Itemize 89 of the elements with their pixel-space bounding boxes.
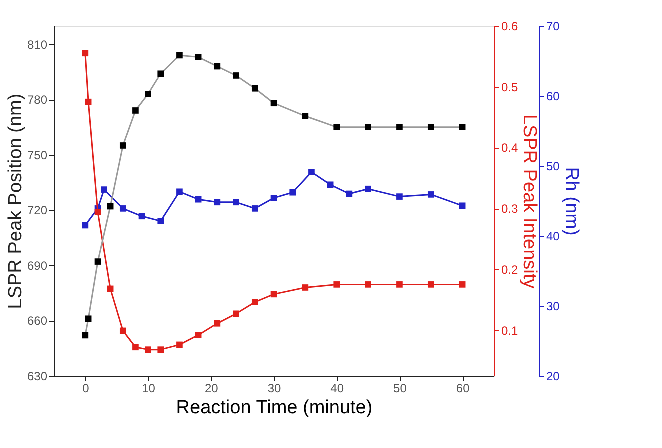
point (176, 188, 183, 196)
y3-tick-label: 40 (546, 230, 560, 244)
point (252, 206, 258, 212)
x-tick-label: 0 (82, 382, 90, 396)
y2-tick-label: 0.2 (502, 262, 519, 277)
point (252, 85, 258, 92)
point (459, 282, 466, 288)
x-tick-label: 10 (142, 382, 156, 396)
y-axis-title: LSPR Peak Position (nm) (5, 94, 26, 310)
point (120, 206, 126, 212)
y-tick-label: 750 (27, 148, 48, 162)
point (195, 196, 202, 203)
point (270, 100, 278, 107)
y3-tick-label: 50 (546, 160, 560, 174)
point (327, 182, 334, 188)
y3-tick-label: 60 (546, 90, 560, 104)
x-tick-label: 20 (204, 382, 219, 396)
point (145, 346, 152, 353)
point (145, 90, 152, 98)
y-tick-label: 720 (27, 204, 48, 218)
x-tick-label: 60 (456, 382, 470, 396)
point (308, 169, 315, 176)
point (132, 344, 139, 351)
point (85, 98, 92, 106)
point (459, 202, 466, 210)
y-tick-label: 660 (27, 314, 48, 328)
point (396, 194, 403, 200)
point (428, 282, 434, 288)
point (94, 209, 102, 216)
point (428, 124, 434, 130)
point (107, 286, 114, 292)
point (252, 299, 258, 306)
point (120, 142, 126, 149)
y3-tick-label: 70 (546, 20, 560, 34)
y-tick-label: 810 (27, 38, 48, 52)
point (120, 328, 126, 334)
y2-tick-label: 0.3 (502, 202, 519, 216)
point (176, 342, 183, 348)
point (85, 316, 92, 322)
point (158, 346, 164, 353)
point (302, 284, 309, 291)
point (214, 320, 221, 327)
y3-tick-label: 20 (546, 370, 560, 384)
x-axis-title: Reaction Time (minute) (176, 398, 373, 418)
point (396, 282, 403, 288)
point (233, 310, 240, 318)
point (214, 199, 221, 206)
point (302, 113, 309, 120)
point (270, 195, 278, 202)
point (396, 124, 403, 130)
y3-axis-title: Rh (nm) (560, 167, 582, 236)
y-tick-label: 780 (27, 93, 48, 108)
x-tick-label: 50 (394, 382, 408, 396)
point (365, 186, 372, 192)
point (158, 70, 164, 78)
x-tick-label: 40 (330, 382, 344, 396)
point (365, 282, 372, 288)
y-tick-label: 690 (27, 258, 48, 273)
point (82, 50, 89, 57)
point (270, 291, 278, 298)
point (195, 54, 202, 60)
x-tick-label: 30 (268, 382, 282, 396)
y2-tick-label: 0.6 (502, 20, 519, 34)
point (132, 108, 139, 114)
point (233, 199, 240, 206)
y3-tick-label: 30 (546, 300, 560, 314)
point (290, 189, 296, 196)
point (82, 222, 89, 229)
y-tick-label: 630 (27, 370, 48, 384)
y2-tick-label: 0.1 (502, 324, 519, 338)
point (346, 190, 353, 198)
point (459, 124, 466, 130)
point (101, 186, 108, 193)
point (214, 63, 221, 70)
point (158, 218, 164, 224)
y2-tick-label: 0.5 (502, 80, 519, 94)
point (334, 282, 340, 288)
y2-tick-label: 0.4 (502, 141, 519, 156)
point (107, 203, 114, 210)
point (428, 192, 434, 198)
point (138, 213, 146, 220)
point (195, 332, 202, 338)
point (94, 258, 102, 265)
point (176, 52, 183, 59)
point (334, 124, 340, 130)
y2-axis-title: LSPR Peak Intensity (519, 114, 540, 290)
point (233, 72, 240, 79)
point (365, 124, 372, 130)
point (82, 332, 89, 339)
